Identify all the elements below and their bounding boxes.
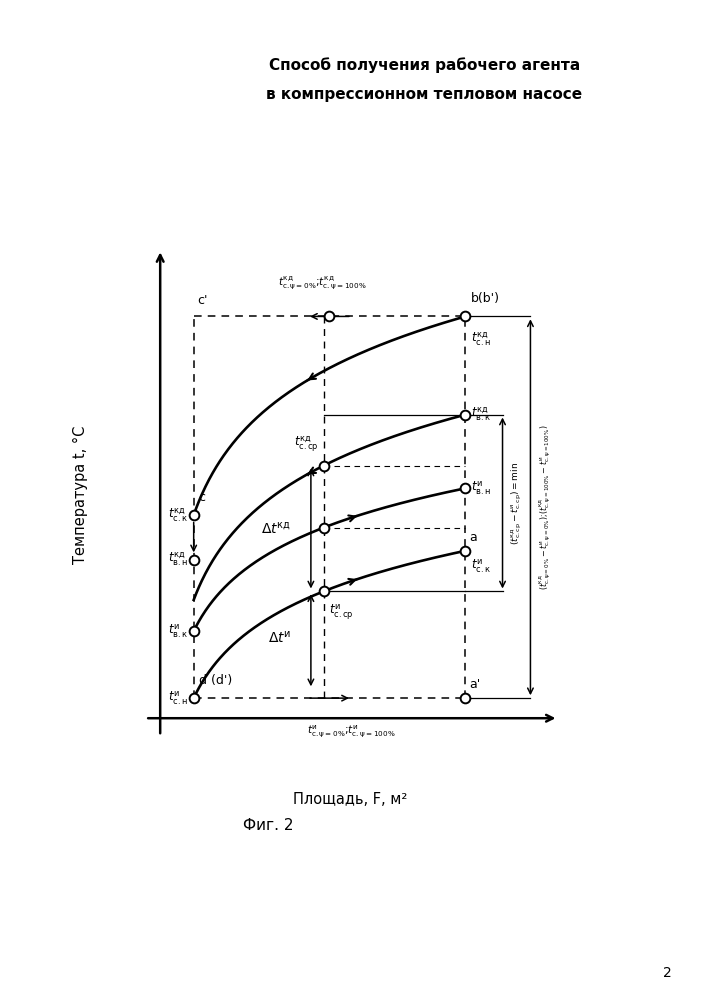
Text: $t^{\mathsf{и}}_{\mathsf{с.н}}$: $t^{\mathsf{и}}_{\mathsf{с.н}}$ [168,689,188,707]
Text: d (d'): d (d') [199,674,233,687]
Text: в компрессионном тепловом насосе: в компрессионном тепловом насосе [266,88,583,103]
Text: $\Delta t^{\mathsf{кд}}$: $\Delta t^{\mathsf{кд}}$ [261,521,291,537]
Text: $t^{\mathsf{и}}_{\mathsf{с.к}}$: $t^{\mathsf{и}}_{\mathsf{с.к}}$ [471,558,491,575]
Text: $(t^{\mathsf{кд}}_{\mathsf{с.ср}}-t^{\mathsf{и}}_{\mathsf{с.ср}})=\min$: $(t^{\mathsf{кд}}_{\mathsf{с.ср}}-t^{\ma… [510,461,524,545]
Text: b(b'): b(b') [471,292,500,305]
Text: $(t^{\mathsf{кд}}_{\mathsf{с.\psi=0\%}}-t^{\mathsf{и}}_{\mathsf{с.\psi=0\%}})$;$: $(t^{\mathsf{кд}}_{\mathsf{с.\psi=0\%}}-… [538,425,554,590]
Text: Фиг. 2: Фиг. 2 [243,818,294,832]
Text: $t^{\mathsf{кд}}_{\mathsf{в.н}}$: $t^{\mathsf{кд}}_{\mathsf{в.н}}$ [168,551,188,568]
Text: 2: 2 [663,966,672,980]
Text: c: c [198,491,205,504]
Text: Температура t, °C: Температура t, °C [73,426,88,564]
Text: $t^{\mathsf{кд}}_{\mathsf{в.к}}$: $t^{\mathsf{кд}}_{\mathsf{в.к}}$ [471,406,491,423]
Text: Площадь, F, м²: Площадь, F, м² [293,792,407,808]
Text: $t^{\mathsf{кд}}_{\mathsf{с.ср}}$: $t^{\mathsf{кд}}_{\mathsf{с.ср}}$ [293,435,318,454]
Text: a': a' [469,678,480,691]
Text: $t^{\mathsf{и}}_{\mathsf{с.ср}}$: $t^{\mathsf{и}}_{\mathsf{с.ср}}$ [329,603,354,622]
Text: c': c' [197,294,208,308]
Text: $t^{\mathsf{и}}_{\mathsf{с.\psi=0\%}}$;$t^{\mathsf{и}}_{\mathsf{с.\psi=100\%}}$: $t^{\mathsf{и}}_{\mathsf{с.\psi=0\%}}$;$… [308,723,396,739]
Text: $t^{\mathsf{и}}_{\mathsf{в.н}}$: $t^{\mathsf{и}}_{\mathsf{в.н}}$ [471,480,491,497]
Text: $t^{\mathsf{кд}}_{\mathsf{с.к}}$: $t^{\mathsf{кд}}_{\mathsf{с.к}}$ [168,506,188,524]
Text: $t^{\mathsf{кд}}_{\mathsf{с.н}}$: $t^{\mathsf{кд}}_{\mathsf{с.н}}$ [471,330,491,348]
Text: $t^{\mathsf{кд}}_{\mathsf{с.\psi=0\%}}$;$t^{\mathsf{кд}}_{\mathsf{с.\psi=100\%}}: $t^{\mathsf{кд}}_{\mathsf{с.\psi=0\%}}$;… [278,275,366,292]
Text: $\Delta t^{\mathsf{и}}$: $\Delta t^{\mathsf{и}}$ [267,630,291,646]
Text: a: a [469,531,477,544]
Text: $t^{\mathsf{и}}_{\mathsf{в.к}}$: $t^{\mathsf{и}}_{\mathsf{в.к}}$ [168,622,188,640]
Text: Способ получения рабочего агента: Способ получения рабочего агента [269,57,580,73]
